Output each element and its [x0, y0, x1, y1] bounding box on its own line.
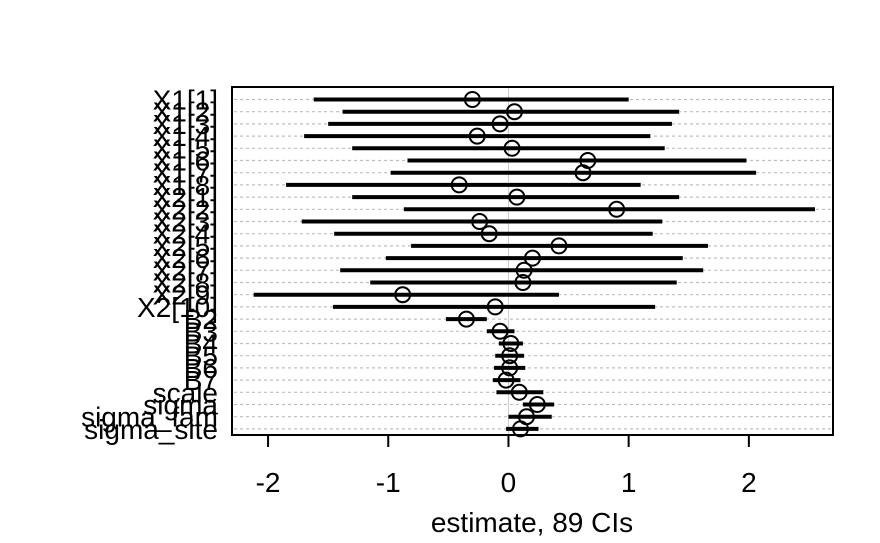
grid-lines: [234, 87, 831, 435]
x-tick-label: 1: [621, 467, 637, 498]
row-label: sigma_site: [84, 414, 218, 445]
row-labels: X1[1]X1[2]X1[3]X1[4]X1[5]X1[6]X1[7]X1[8]…: [81, 85, 218, 445]
x-tick-label: 2: [741, 467, 757, 498]
plot-frame: [232, 87, 833, 435]
x-tick-label: 0: [501, 467, 517, 498]
x-tick-label: -2: [256, 467, 281, 498]
x-axis-label: estimate, 89 CIs: [431, 507, 633, 538]
interval-marks: [254, 92, 815, 436]
x-tick-label: -1: [376, 467, 401, 498]
x-axis: -2 -1 0 1 2: [256, 435, 757, 498]
